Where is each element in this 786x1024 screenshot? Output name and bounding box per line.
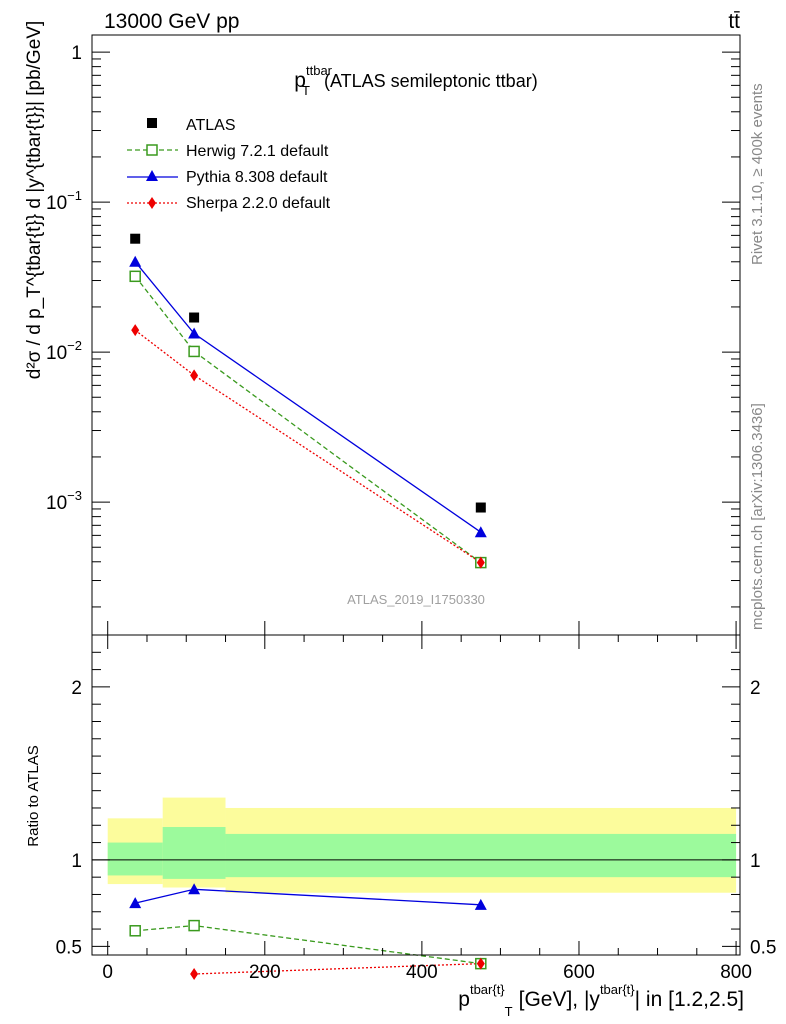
ratio-line-herwig [135, 924, 481, 965]
ratio-y-tick-label-left: 2 [71, 678, 82, 699]
main-point-pythia [188, 327, 201, 339]
main-point-pythia [474, 526, 487, 538]
legend: ATLAS Herwig 7.2.1 default Pythia 8.308 … [127, 117, 331, 212]
main-line-herwig [134, 275, 482, 564]
ratio-y-tick-label-right: 2 [750, 678, 761, 699]
header-left: 13000 GeV pp [104, 10, 239, 33]
ratio-y-tick-label-left: 0.5 [56, 937, 82, 958]
main-y-tick-label: 10−2 [46, 338, 82, 364]
main-y-tick-label: 10−3 [46, 488, 82, 514]
main-point-pythia [129, 255, 142, 267]
xlabel-sup: tbar{t} [470, 982, 505, 997]
ratio-point-herwig [188, 919, 200, 932]
legend-marker-herwig [146, 144, 158, 156]
main-point-sherpa [190, 369, 199, 382]
ratio-y-label: Ratio to ATLAS [25, 745, 42, 846]
ratio-axis-ticks [92, 635, 740, 955]
y-tick-exponent: −1 [67, 188, 82, 203]
main-y-tick-label: 1 [71, 43, 82, 64]
legend-label-pythia: Pythia 8.308 default [186, 169, 328, 186]
legend-label-herwig: Herwig 7.2.1 default [186, 143, 329, 160]
ratio-band-inner [162, 827, 226, 879]
ratio-point-pythia [474, 898, 487, 910]
ratio-y-tick-label-left: 1 [71, 851, 82, 872]
legend-marker-sherpa [148, 197, 156, 209]
mcplots-label: mcplots.cern.ch [arXiv:1306.3436] [749, 403, 766, 630]
main-point-herwig [188, 345, 200, 358]
main-point-herwig [129, 270, 141, 283]
x-tick-label: 0 [102, 962, 113, 983]
x-tick-label: 400 [406, 962, 438, 983]
main-point-atlas [475, 502, 486, 513]
x-tick-label: 800 [720, 962, 752, 983]
legend-marker-pythia [146, 170, 158, 181]
ratio-y-tick-labels: 0.5 0.5 1 1 2 2 [56, 678, 777, 958]
legend-label-atlas: ATLAS [186, 117, 236, 134]
main-y-tick-label: 10−1 [46, 188, 82, 214]
xlabel-sup2: tbar{t} [600, 982, 635, 997]
x-tick-label: 600 [563, 962, 595, 983]
main-y-tick-labels: 110−110−210−3 [46, 43, 82, 514]
y-tick-exponent: −3 [67, 488, 82, 503]
main-point-sherpa [476, 556, 485, 569]
main-point-sherpa [131, 324, 140, 337]
header-right: tt̄ [728, 10, 740, 33]
title-sub: T [302, 83, 310, 98]
main-plot-content [129, 233, 487, 569]
title-sup: ttbar [306, 63, 333, 78]
main-axis-ticks [92, 51, 740, 635]
x-tick-labels: 0 200 400 600 800 [102, 962, 752, 983]
ratio-band-inner [107, 842, 163, 876]
main-line-sherpa [134, 329, 482, 564]
main-panel: 110−110−210−3 pttbar T (ATLAS semileptonic… [24, 21, 741, 636]
xlabel-rest: [GeV], |y [519, 988, 601, 1011]
x-tick-label: 200 [249, 962, 281, 983]
xlabel-sub: T [505, 1004, 513, 1019]
legend-marker-atlas [147, 118, 157, 128]
ratio-y-tick-label-right: 1 [750, 851, 761, 872]
ratio-line-sherpa [194, 962, 481, 975]
title-rest: (ATLAS semileptonic ttbar) [324, 71, 538, 91]
rivet-label: Rivet 3.1.10, ≥ 400k events [749, 83, 766, 265]
xlabel-end: | in [1.2,2.5] [635, 988, 744, 1011]
main-y-label: d²σ / d p_T^{tbar{t}} d |y^{tbar{t}}| [p… [24, 21, 45, 379]
ratio-point-pythia [129, 897, 142, 909]
ratio-band-inner [225, 833, 737, 878]
watermark: ATLAS_2019_I1750330 [347, 592, 485, 607]
x-axis-label: ptbar{t}T[GeV], |ytbar{t}| in [1.2,2.5] [458, 982, 744, 1019]
xlabel-main: p [458, 988, 470, 1011]
main-point-atlas [130, 233, 141, 244]
ratio-point-sherpa [190, 968, 199, 981]
ratio-plot-content [92, 797, 740, 981]
ratio-frame [91, 634, 741, 956]
main-title: pttbar T (ATLAS semileptonic ttbar) [294, 63, 537, 98]
main-point-atlas [189, 312, 200, 323]
legend-label-sherpa: Sherpa 2.2.0 default [186, 195, 331, 212]
ratio-panel: 0.5 0.51 12 2 0 200 400 600 800 Ratio to ATLAS … [25, 634, 777, 1019]
title-main: p [294, 69, 306, 92]
main-line-pythia [134, 261, 482, 533]
y-tick-exponent: −2 [67, 338, 82, 353]
y-tick-base: 10 [46, 343, 67, 364]
ratio-point-pythia [188, 883, 201, 895]
ratio-point-sherpa [476, 957, 485, 970]
ratio-y-tick-label-right: 0.5 [750, 937, 776, 958]
y-tick-base: 10 [46, 193, 67, 214]
y-tick-base: 10 [46, 493, 67, 514]
ratio-point-herwig [129, 925, 141, 937]
